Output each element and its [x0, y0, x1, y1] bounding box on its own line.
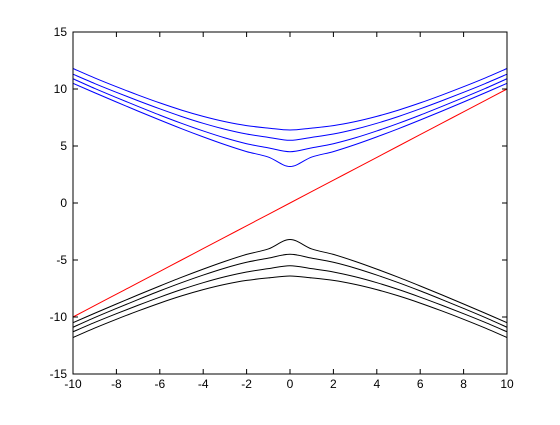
series-line-8 — [72, 265, 508, 333]
x-tick-label: 8 — [460, 377, 467, 391]
x-tick-label: 10 — [500, 377, 514, 391]
x-tick-label: 0 — [287, 377, 294, 391]
x-tick-label: -2 — [241, 377, 252, 391]
series-line-2 — [72, 78, 508, 153]
x-tick-label: 6 — [417, 377, 424, 391]
x-tick-label: 4 — [373, 377, 380, 391]
x-tick-label: -4 — [198, 377, 209, 391]
series-line-7 — [72, 253, 508, 328]
y-tick-label: 5 — [60, 139, 67, 153]
series-line-9 — [72, 275, 508, 338]
y-tick-label: 0 — [60, 196, 67, 210]
y-tick-label: -10 — [50, 310, 68, 324]
series-line-6 — [72, 238, 508, 324]
y-tick-label: -5 — [56, 253, 67, 267]
plot-area-frame — [72, 31, 508, 375]
y-tick-label: 10 — [54, 82, 68, 96]
series-line-4 — [72, 68, 508, 131]
series-layer — [72, 68, 508, 338]
x-tick-label: -8 — [111, 377, 122, 391]
y-tick-label: 15 — [54, 25, 68, 39]
x-tick-label: -6 — [154, 377, 165, 391]
y-tick-label: -15 — [50, 367, 68, 381]
x-tick-label: -10 — [64, 377, 82, 391]
series-line-3 — [72, 73, 508, 141]
series-line-5 — [72, 88, 508, 318]
x-tick-label: 2 — [330, 377, 337, 391]
series-line-1 — [72, 82, 508, 168]
